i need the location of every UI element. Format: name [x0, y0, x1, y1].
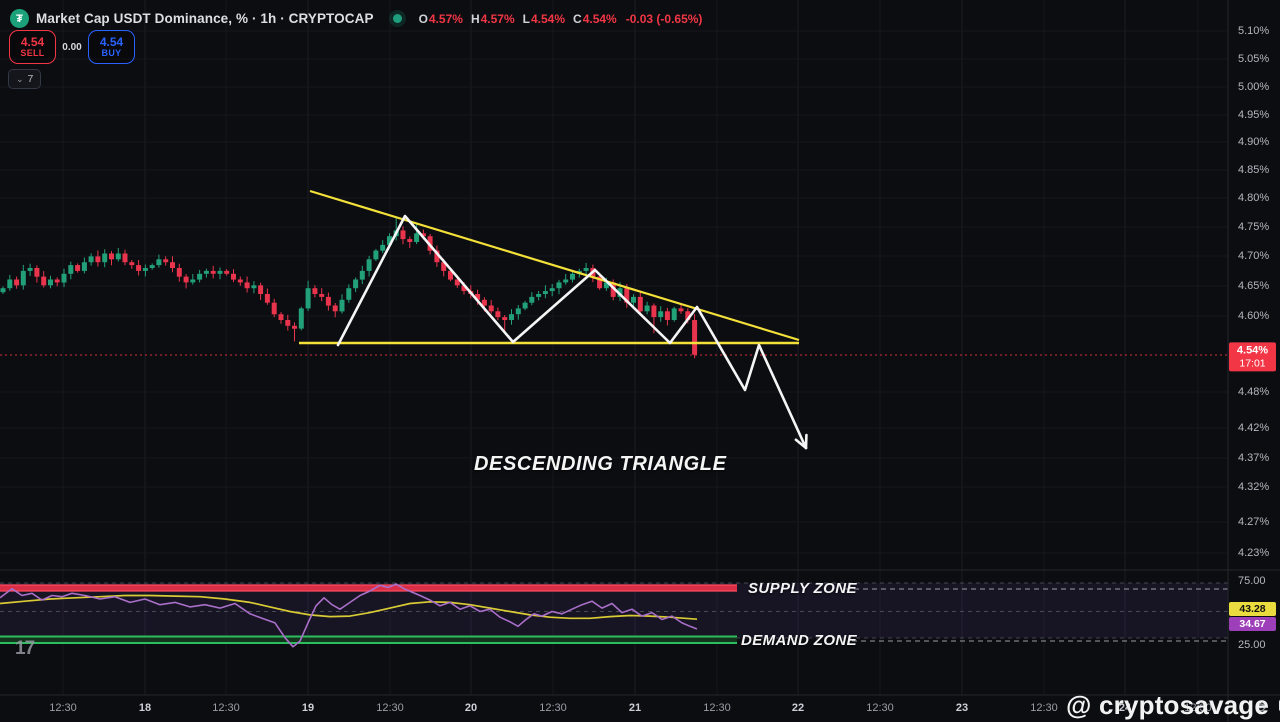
price-tick-label: 5.05% — [1238, 53, 1270, 65]
low-value: 4.54% — [530, 11, 566, 26]
price-tick-label: 4.80% — [1238, 192, 1270, 204]
price-tick-label: 4.48% — [1238, 386, 1270, 398]
price-tick-label: 4.70% — [1238, 250, 1270, 262]
price-tick-label: 4.65% — [1238, 280, 1270, 292]
rsi-ma-value-label: 43.28 — [1229, 602, 1276, 616]
time-tick-label: 12:30 — [866, 702, 894, 714]
open-value: 4.57% — [428, 11, 463, 26]
time-tick-label: 20 — [464, 702, 478, 714]
price-tick-label: 4.23% — [1238, 547, 1270, 559]
bar-countdown: 17:01 — [1239, 357, 1266, 370]
price-tick-label: 4.42% — [1238, 422, 1270, 434]
time-tick-label: 12:30 — [49, 702, 77, 714]
price-tick-label: 4.85% — [1238, 164, 1270, 176]
price-tick-label: 4.95% — [1238, 109, 1270, 121]
price-tick-label: 5.10% — [1238, 25, 1270, 37]
time-tick-label: 21 — [628, 702, 642, 714]
object-tree-button[interactable]: ⌄ 7 — [7, 69, 42, 89]
price-tick-label: 5.00% — [1238, 81, 1270, 93]
gear-icon[interactable]: ⚙ — [1255, 700, 1267, 715]
watermark: @ cryptosavage — [1058, 690, 1280, 721]
market-status-icon[interactable] — [392, 14, 402, 23]
time-tick-label: 12:30 — [1184, 702, 1212, 714]
time-tick-label: 12:30 — [703, 702, 731, 714]
price-tick-label: 4.75% — [1238, 221, 1270, 233]
tradingview-logo[interactable]: 17 — [15, 638, 35, 659]
change-value: -0.03 (-0.65%) — [625, 11, 703, 26]
time-axis[interactable]: ⚙ 12:30 18 12:30 19 12:30 20 12:30 21 12:30 22 12:… — [0, 695, 1280, 722]
time-tick-label: 24 — [1118, 702, 1132, 714]
price-axis[interactable]: 4.54% 17:01 75.00 25.00 43.28 34.67 5.10… — [1228, 0, 1280, 695]
usdt-icon: ₮ — [10, 9, 29, 28]
price-tick-label: 4.37% — [1238, 452, 1270, 464]
watermark-handle: @ cryptosavage — [1066, 690, 1270, 720]
time-tick-label: 19 — [301, 702, 315, 714]
price-tick-label: 4.60% — [1238, 310, 1270, 322]
indicator-upper-level: 75.00 — [1238, 575, 1266, 587]
symbol-title[interactable]: Market Cap USDT Dominance, % · 1h · CRYP… — [36, 11, 374, 26]
demand-zone-label[interactable]: DEMAND ZONE — [741, 632, 858, 649]
trade-panel: 4.54 SELL 0.00 4.54 BUY — [9, 30, 135, 64]
rsi-value-label: 34.67 — [1229, 617, 1276, 631]
time-tick-label: 12:30 — [1030, 702, 1058, 714]
time-tick-label: 23 — [955, 702, 969, 714]
last-price-label: 4.54% 17:01 — [1229, 342, 1276, 372]
time-tick-label: 18 — [138, 702, 152, 714]
pattern-annotation[interactable]: DESCENDING TRIANGLE — [474, 453, 727, 475]
price-tick-label: 4.32% — [1238, 481, 1270, 493]
price-tick-label: 4.90% — [1238, 136, 1270, 148]
close-value: 4.54% — [582, 11, 617, 26]
last-price-value: 4.54% — [1236, 344, 1269, 357]
time-tick-label: 12:30 — [212, 702, 240, 714]
indicator-lower-level: 25.00 — [1238, 639, 1266, 651]
time-tick-label: 12:30 — [539, 702, 567, 714]
spread-value: 0.00 — [62, 41, 82, 53]
object-tree-count: 7 — [27, 73, 34, 85]
high-value: 4.57% — [480, 11, 515, 26]
ohlc-values: O 4.57% H 4.57% L 4.54% C 4.54% -0.03 (-0.65… — [418, 11, 703, 26]
time-tick-label: 12:30 — [376, 702, 404, 714]
buy-button[interactable]: 4.54 BUY — [88, 30, 135, 64]
supply-zone-label[interactable]: SUPPLY ZONE — [748, 580, 857, 597]
price-tick-label: 4.27% — [1238, 516, 1270, 528]
chevron-down-icon: ⌄ — [16, 73, 24, 84]
time-tick-label: 22 — [791, 702, 805, 714]
sell-button[interactable]: 4.54 SELL — [9, 30, 56, 64]
symbol-legend: ₮ Market Cap USDT Dominance, % · 1h · CR… — [10, 9, 702, 28]
